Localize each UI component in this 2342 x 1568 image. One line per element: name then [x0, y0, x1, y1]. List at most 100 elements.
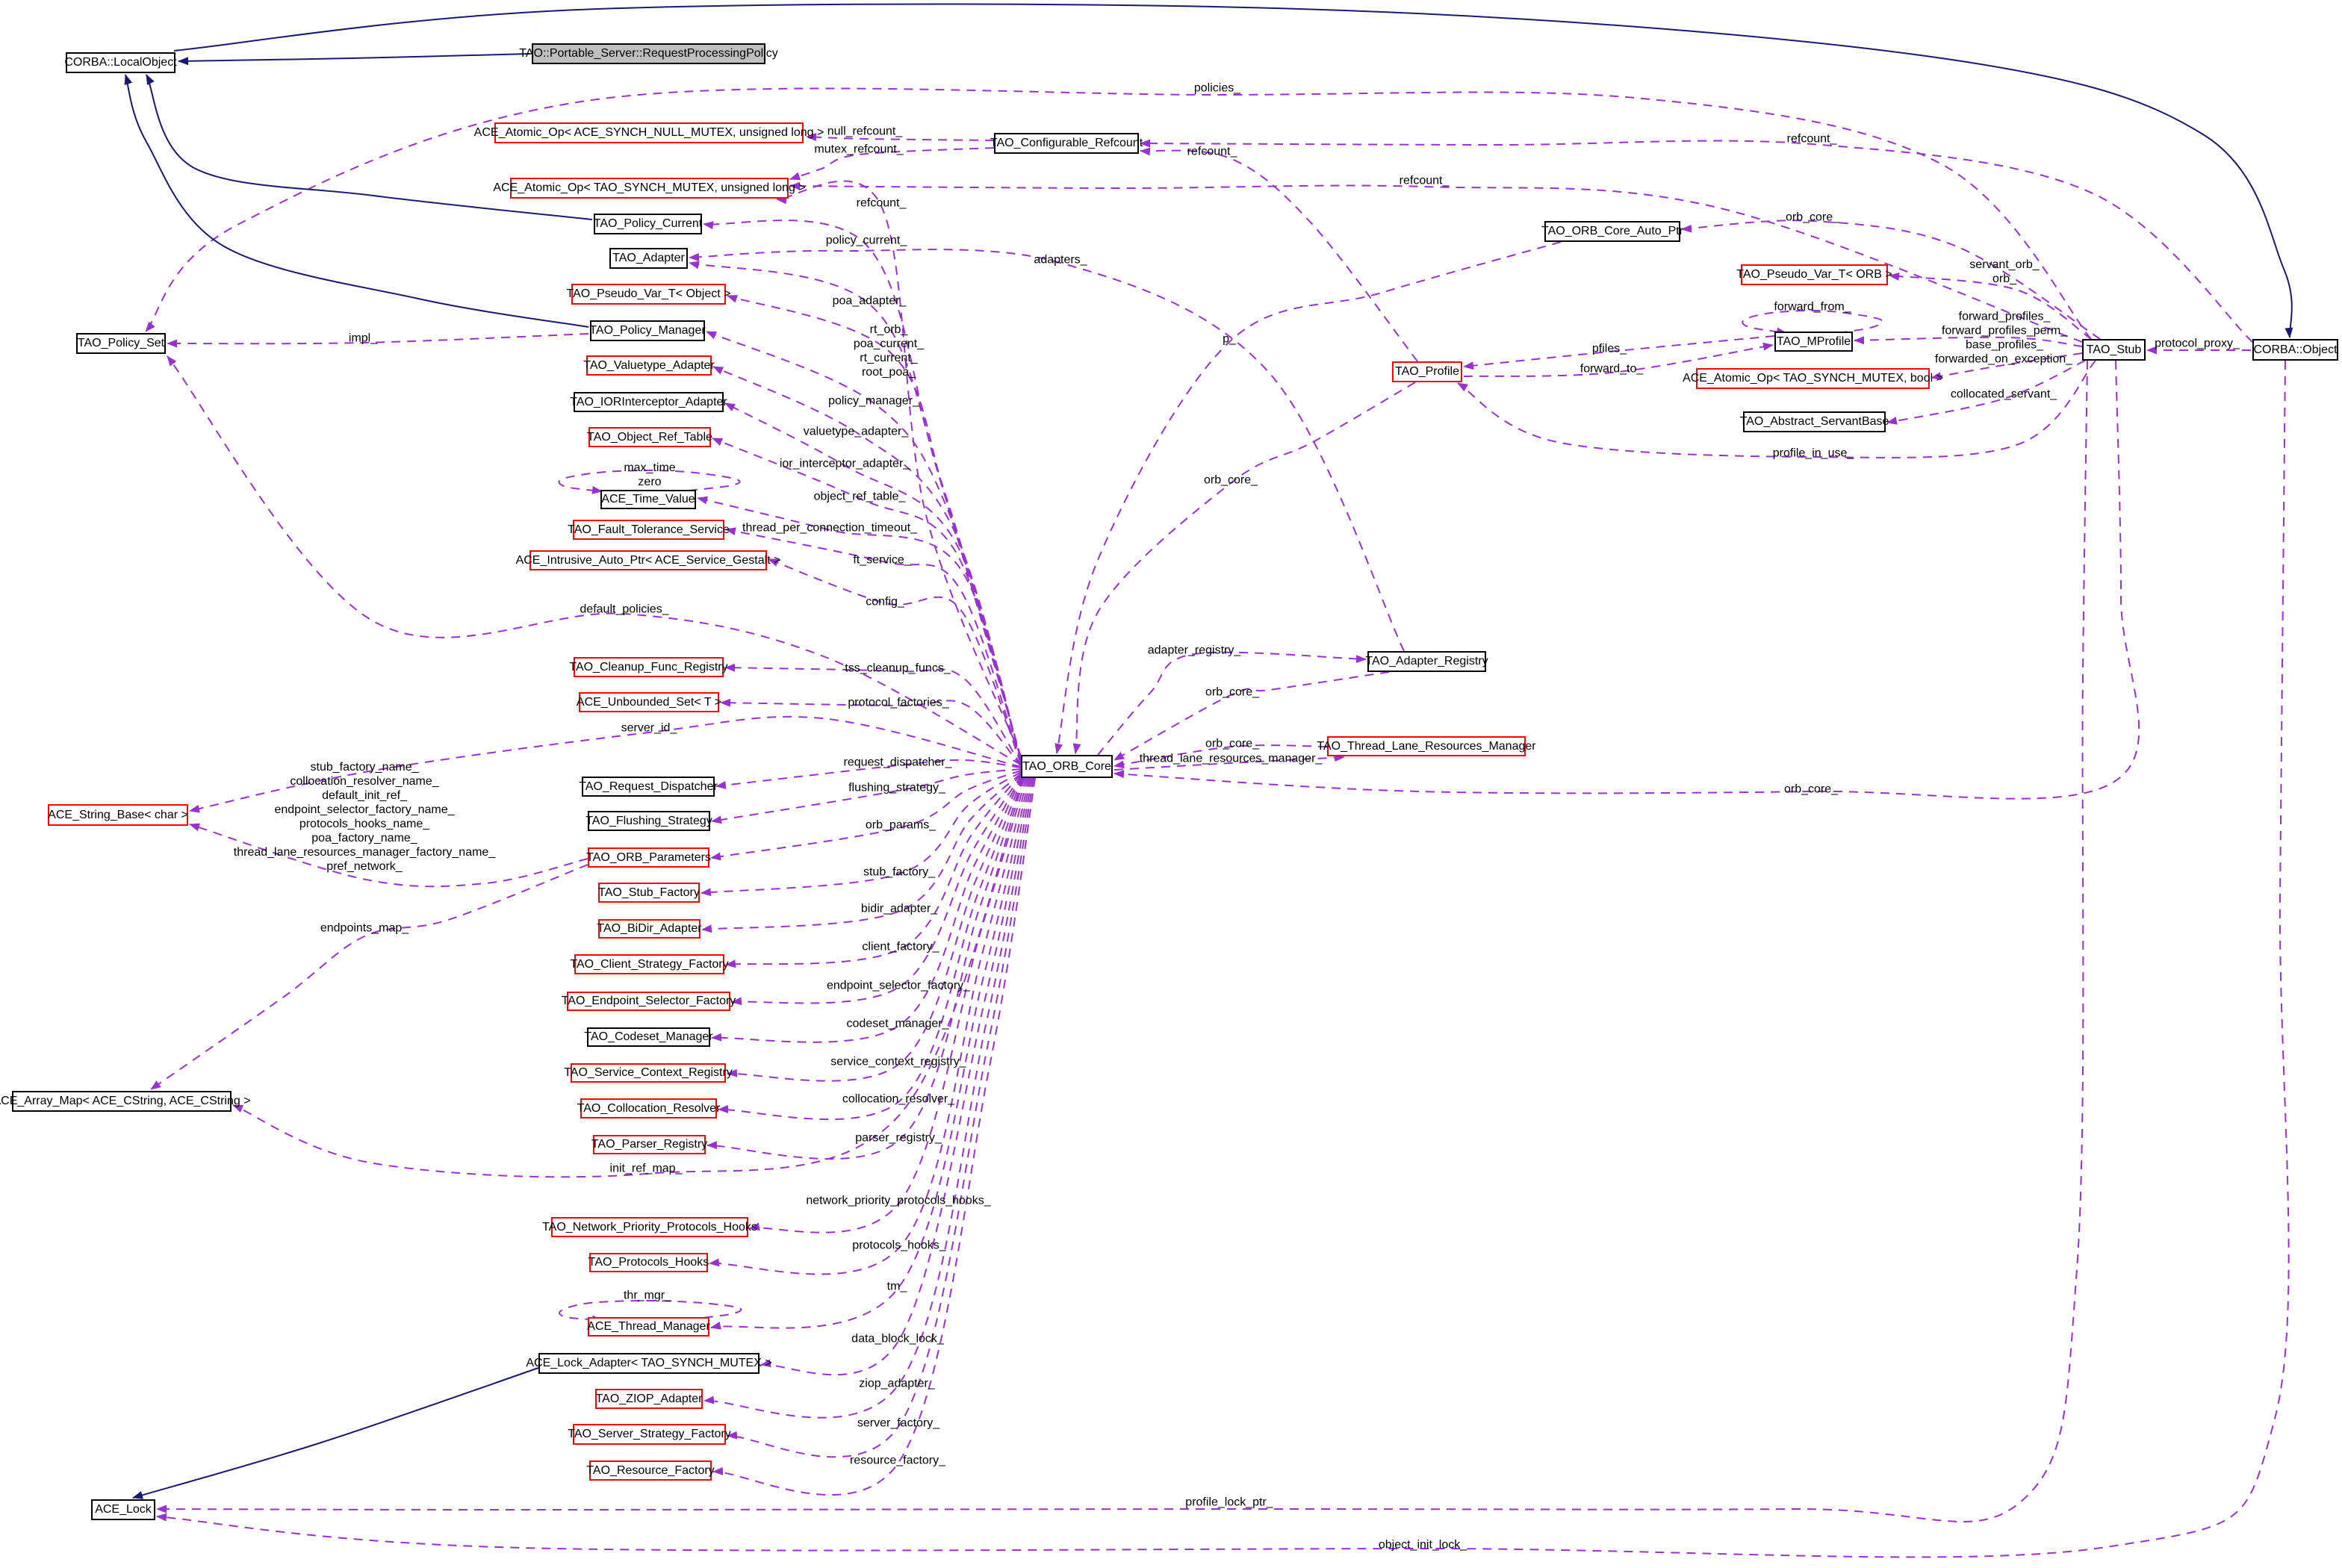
node-ace-intrusive-auto-ptr[interactable]: ACE_Intrusive_Auto_Ptr< ACE_Service_Gest…	[516, 550, 780, 570]
edge-label-adapters: adapters_	[1034, 253, 1087, 267]
edge-label-refcount-orbcore: refcount_	[856, 196, 907, 210]
edge-label-thread-per-connection-timeout: thread_per_connection_timeout_	[742, 521, 917, 535]
edge-object-ref-table	[712, 438, 1022, 762]
edge-inherit-lock-adapter-ace-lock	[132, 1367, 539, 1499]
edge-thr-mgr-loop	[559, 1299, 742, 1324]
edge-network-priority-protocols-hooks	[749, 777, 1027, 1233]
edge-label-policies: policies_	[1193, 81, 1241, 95]
edge-label-request-dispatcher: request_dispatcher_	[843, 756, 952, 769]
node-tao-stub[interactable]: TAO_Stub	[2082, 339, 2146, 361]
edge-forward-from-loop	[1742, 309, 1883, 336]
edge-forwarded-on-exception	[1931, 352, 2083, 381]
node-request-processing-policy[interactable]: TAO::Portable_Server::RequestProcessingP…	[519, 43, 778, 64]
node-ace-unbounded-set[interactable]: ACE_Unbounded_Set< T >	[577, 692, 721, 712]
node-ace-atomic-op-null-ulong[interactable]: ACE_Atomic_Op< ACE_SYNCH_NULL_MUTEX, uns…	[474, 122, 824, 143]
edge-servant-orb	[1889, 272, 2092, 340]
edge-refcount-object	[1140, 139, 2253, 343]
node-tao-orb-parameters[interactable]: TAO_ORB_Parameters	[586, 847, 711, 868]
edge-forward-profiles	[1854, 336, 2083, 347]
node-tao-fault-tolerance-service[interactable]: TAO_Fault_Tolerance_Service	[568, 520, 730, 540]
edge-inherit-policy-current-localobject	[146, 74, 593, 220]
node-tao-abstract-servantbase[interactable]: TAO_Abstract_ServantBase	[1740, 411, 1889, 432]
node-tao-request-dispatcher[interactable]: TAO_Request_Dispatcher	[579, 777, 718, 797]
node-tao-pseudo-var-object[interactable]: TAO_Pseudo_Var_T< Object >	[567, 284, 730, 305]
node-corba-object[interactable]: CORBA::Object	[2252, 339, 2338, 361]
edge-label-collocated-servant: collocated_servant_	[1950, 388, 2057, 401]
node-tao-cleanup-func-registry[interactable]: TAO_Cleanup_Func_Registry	[569, 657, 728, 677]
edge-label-init-ref-map: init_ref_map_	[609, 1162, 683, 1175]
node-ace-time-value[interactable]: ACE_Time_Value	[600, 490, 696, 509]
node-tao-collocation-resolver[interactable]: TAO_Collocation_Resolver	[577, 1098, 720, 1119]
node-ace-thread-manager[interactable]: ACE_Thread_Manager	[587, 1317, 710, 1337]
node-tao-policy-manager[interactable]: TAO_Policy_Manager	[589, 320, 706, 341]
edge-inherit-rpp-localobject	[178, 53, 531, 66]
edge-profile-in-use	[1457, 360, 2096, 458]
edge-impl	[167, 333, 589, 348]
node-tao-orb-core-auto-ptr[interactable]: TAO_ORB_Core_Auto_Ptr	[1541, 221, 1683, 242]
edge-ft-service	[725, 527, 1022, 764]
edge-orb-core-stub	[1113, 360, 2140, 800]
edge-label-mutex-refcount: mutex_refcount_	[814, 143, 904, 156]
node-tao-network-priority-protocols-hooks[interactable]: TAO_Network_Priority_Protocols_Hooks	[542, 1217, 757, 1237]
node-tao-pseudo-var-orb[interactable]: TAO_Pseudo_Var_T< ORB >	[1736, 264, 1892, 285]
node-ace-atomic-op-tao-bool[interactable]: ACE_Atomic_Op< TAO_SYNCH_MUTEX, bool >	[1683, 368, 1943, 389]
node-tao-ziop-adapter[interactable]: TAO_ZIOP_Adapter	[595, 1389, 703, 1409]
edge-label-ft-service: ft_service_	[853, 553, 911, 567]
edge-label-refcount-object: refcount_	[1786, 132, 1837, 146]
node-tao-valuetype-adapter[interactable]: TAO_Valuetype_Adapter	[583, 355, 715, 376]
node-tao-profile[interactable]: TAO_Profile	[1392, 361, 1462, 382]
edge-label-rt-orb-etc: rt_orb_ poa_current_ rt_current_ root_po…	[853, 323, 925, 379]
edge-refcount-orbcore	[776, 180, 1022, 757]
node-tao-policy-set[interactable]: TAO_Policy_Set	[76, 333, 166, 354]
node-ace-lock-adapter[interactable]: ACE_Lock_Adapter< TAO_SYNCH_MUTEX >	[526, 1353, 772, 1374]
node-tao-policy-current[interactable]: TAO_Policy_Current	[594, 214, 702, 234]
edge-label-orb-core-tlrm: orb_core_	[1205, 737, 1260, 750]
edge-tm	[710, 777, 1030, 1330]
node-tao-iorinterceptor-adapter[interactable]: TAO_IORInterceptor_Adapter	[570, 392, 727, 412]
edge-label-default-policies: default_policies_	[580, 603, 669, 616]
node-tao-thread-lane-resources-manager[interactable]: TAO_Thread_Lane_Resources_Manager	[1317, 736, 1536, 756]
edge-default-policies	[167, 355, 1022, 765]
node-tao-codeset-manager[interactable]: TAO_Codeset_Manager	[584, 1027, 713, 1047]
node-tao-stub-factory[interactable]: TAO_Stub_Factory	[598, 883, 700, 903]
edge-label-forward-to: forward_to_	[1580, 362, 1644, 376]
node-tao-bidir-adapter[interactable]: TAO_BiDir_Adapter	[597, 919, 702, 939]
edge-label-protocol-proxy: protocol_proxy_	[2155, 337, 2240, 350]
edge-label-protocol-factories: protocol_factories_	[848, 696, 949, 709]
node-tao-client-strategy-factory[interactable]: TAO_Client_Strategy_Factory	[570, 954, 729, 974]
edge-label-data-block-lock: data_block_lock_	[851, 1332, 944, 1345]
node-tao-service-context-registry[interactable]: TAO_Service_Context_Registry	[564, 1063, 733, 1083]
edge-label-service-context-registry: service_context_registry_	[830, 1055, 966, 1068]
node-tao-adapter-registry[interactable]: TAO_Adapter_Registry	[1365, 651, 1488, 672]
edge-label-stub-factory: stub_factory_	[863, 865, 936, 879]
edge-label-profile-in-use: profile_in_use_	[1772, 447, 1854, 460]
edge-tss-cleanup-funcs	[724, 663, 1022, 766]
edge-object-init-lock	[156, 360, 2290, 1558]
edge-label-orb-core-adapter-registry: orb_core_	[1205, 685, 1260, 699]
node-tao-adapter[interactable]: TAO_Adapter	[609, 248, 688, 269]
node-tao-endpoint-selector-factory[interactable]: TAO_Endpoint_Selector_Factory	[562, 992, 736, 1011]
node-tao-configurable-refcount[interactable]: TAO_Configurable_Refcount	[990, 133, 1143, 154]
node-tao-server-strategy-factory[interactable]: TAO_Server_Strategy_Factory	[568, 1424, 731, 1445]
edge-request-dispatcher	[715, 759, 1022, 789]
edge-label-forward-from-loop: forward_from_	[1774, 300, 1851, 314]
edge-pfiles	[1463, 335, 1775, 370]
node-tao-orb-core[interactable]: TAO_ORB_Core	[1021, 755, 1113, 778]
edge-init-ref-map	[232, 777, 1025, 1178]
edge-label-profile-lock-ptr: profile_lock_ptr_	[1185, 1496, 1273, 1509]
node-tao-parser-registry[interactable]: TAO_Parser_Registry	[591, 1135, 707, 1154]
node-ace-atomic-op-tao-ulong[interactable]: ACE_Atomic_Op< TAO_SYNCH_MUTEX, unsigned…	[493, 178, 806, 199]
node-tao-protocols-hooks[interactable]: TAO_Protocols_Hooks	[588, 1253, 709, 1272]
node-ace-string-base[interactable]: ACE_String_Base< char >	[48, 804, 188, 826]
node-tao-flushing-strategy[interactable]: TAO_Flushing_Strategy	[586, 811, 712, 831]
node-tao-resource-factory[interactable]: TAO_Resource_Factory	[586, 1460, 715, 1481]
edge-label-bidir-adapter: bidir_adapter_	[860, 902, 938, 915]
node-corba-localobject[interactable]: CORBA::LocalObject	[64, 52, 177, 73]
edge-label-servant-orb: servant_orb_ orb_	[1969, 258, 2040, 285]
node-ace-array-map[interactable]: ACE_Array_Map< ACE_CString, ACE_CString …	[0, 1091, 251, 1112]
node-tao-mprofile[interactable]: TAO_MProfile	[1774, 332, 1853, 352]
node-tao-object-ref-table[interactable]: TAO_Object_Ref_Table	[587, 427, 712, 447]
node-ace-lock[interactable]: ACE_Lock	[91, 1499, 155, 1520]
